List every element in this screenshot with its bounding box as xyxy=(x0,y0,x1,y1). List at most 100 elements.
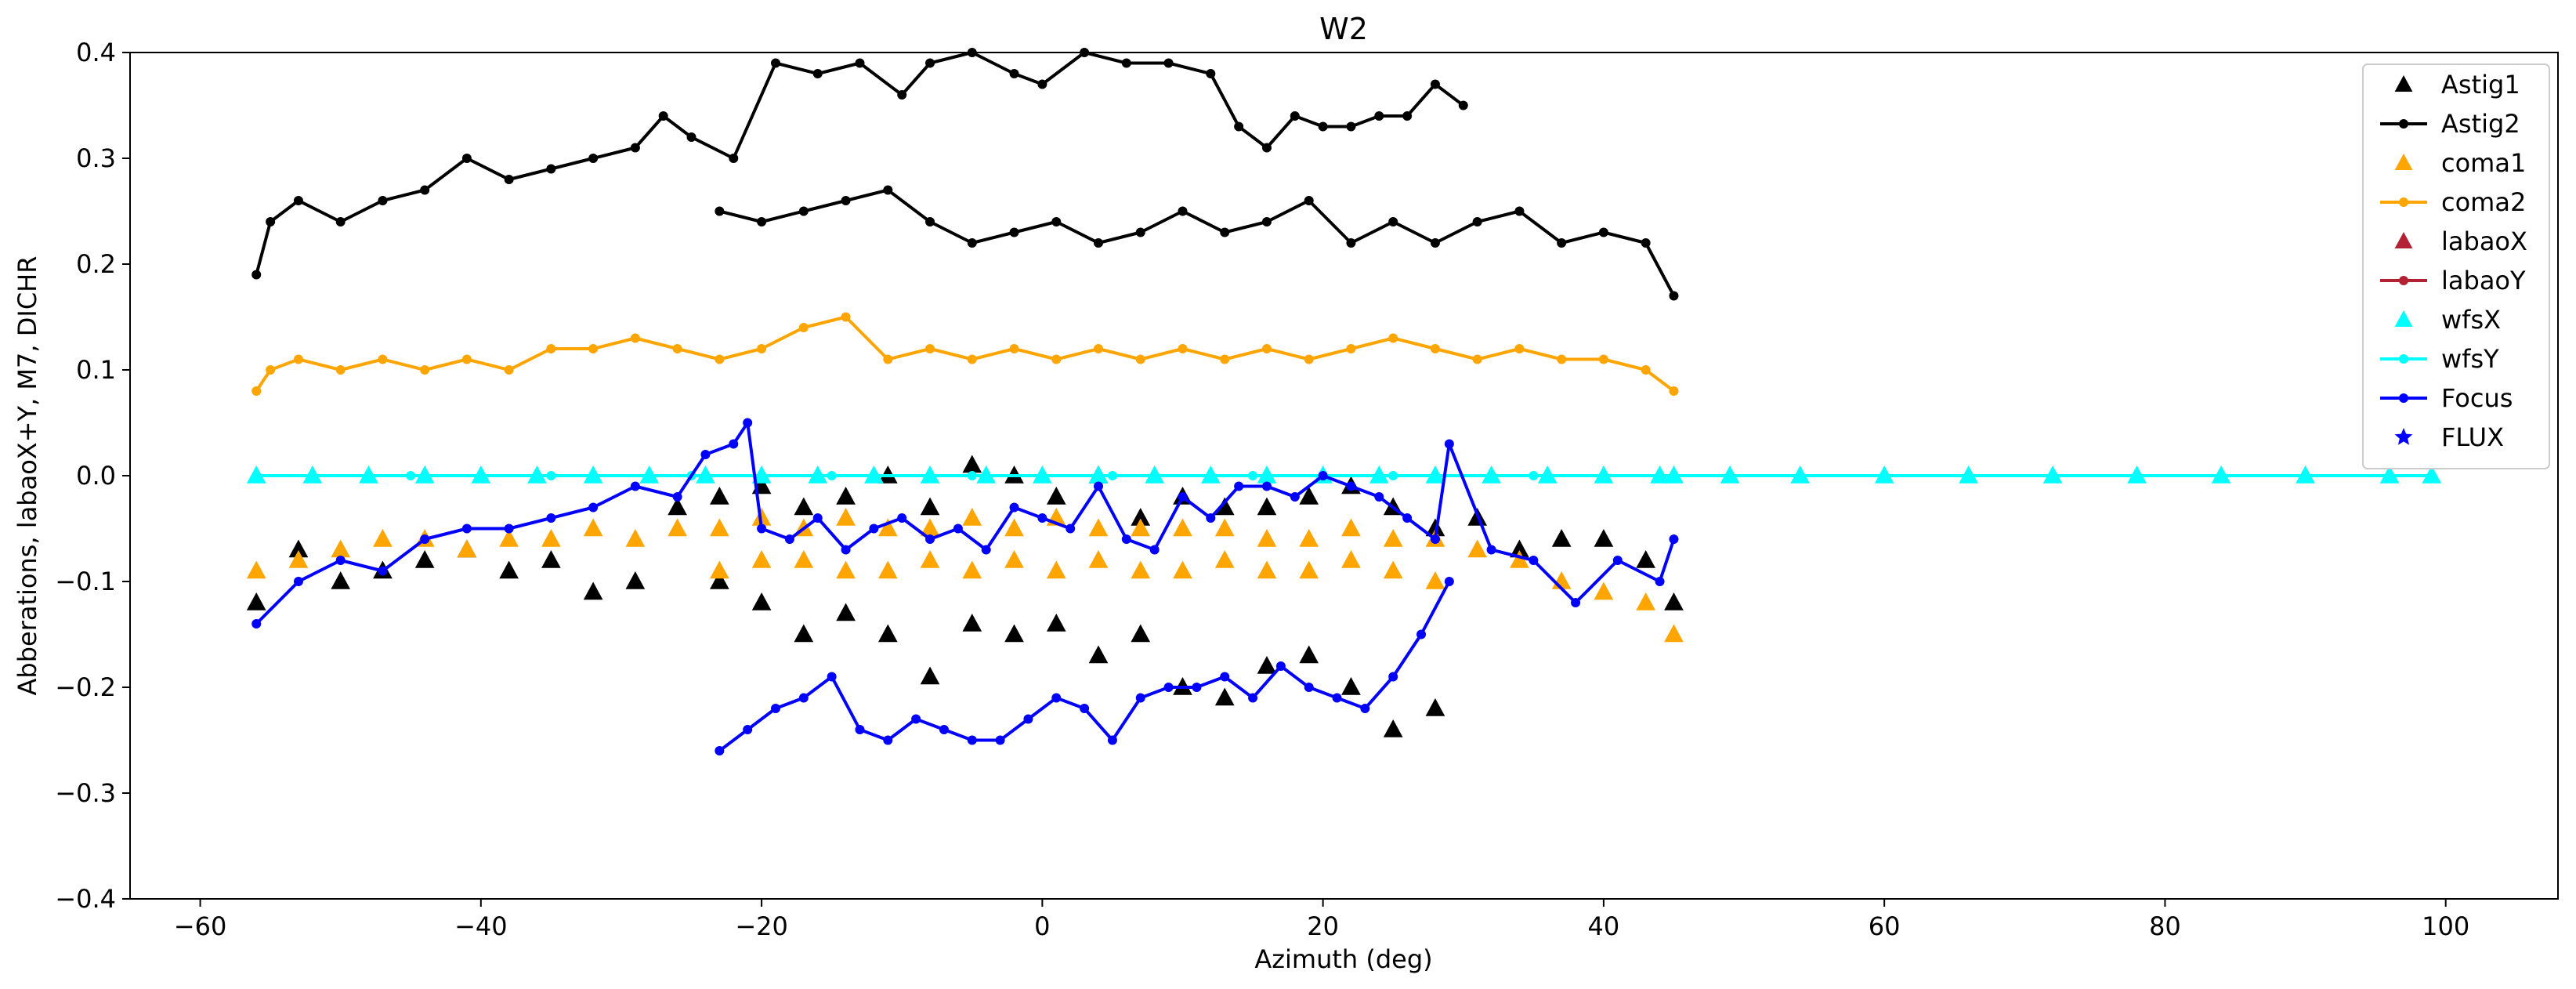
data-point xyxy=(420,365,430,375)
data-point xyxy=(967,735,977,745)
data-point xyxy=(625,529,646,547)
data-point xyxy=(1080,704,1090,713)
data-point xyxy=(1257,560,1277,579)
data-point xyxy=(1472,354,1482,364)
data-point xyxy=(757,344,767,353)
data-point xyxy=(812,69,823,78)
data-point xyxy=(686,132,696,142)
legend-label: Focus xyxy=(2441,383,2513,413)
data-point xyxy=(920,550,940,568)
y-tick-label: 0.2 xyxy=(76,249,116,279)
data-point xyxy=(841,545,851,555)
legend-label: coma2 xyxy=(2441,187,2526,217)
data-point xyxy=(841,312,851,322)
data-point xyxy=(1135,693,1145,703)
data-point xyxy=(757,523,767,534)
data-point xyxy=(1261,481,1272,491)
data-point xyxy=(1248,471,1258,480)
data-point xyxy=(1004,550,1024,568)
data-point xyxy=(1173,518,1192,537)
data-point xyxy=(962,508,982,526)
data-point xyxy=(414,550,435,568)
data-point xyxy=(962,614,982,632)
data-point xyxy=(461,154,472,163)
data-point xyxy=(798,693,809,703)
data-point xyxy=(1571,598,1581,607)
data-point xyxy=(794,624,814,643)
y-tick-label: 0.3 xyxy=(76,143,116,173)
data-point xyxy=(1346,481,1356,491)
data-point xyxy=(1257,497,1277,516)
data-point xyxy=(771,704,781,713)
data-point xyxy=(293,354,303,364)
data-point xyxy=(583,518,603,537)
data-point xyxy=(1959,466,1978,484)
data-point xyxy=(1248,693,1258,703)
data-point xyxy=(751,592,772,610)
x-tick-label: 40 xyxy=(1588,911,1620,941)
data-point xyxy=(546,513,556,523)
data-point xyxy=(499,529,519,547)
data-point xyxy=(911,714,921,724)
data-point xyxy=(729,439,739,449)
legend-item-astig1: Astig1 xyxy=(2394,70,2520,100)
data-point xyxy=(1458,100,1468,110)
data-point xyxy=(1299,487,1319,505)
data-point xyxy=(700,450,711,459)
x-tick-label: 0 xyxy=(1034,911,1050,941)
legend-label: labaoX xyxy=(2441,226,2527,256)
data-point xyxy=(1318,121,1328,132)
data-point xyxy=(1206,513,1216,523)
legend-marker xyxy=(2394,310,2413,327)
data-point xyxy=(1257,529,1277,547)
series-astig2-b xyxy=(715,185,1679,301)
data-point xyxy=(836,560,856,579)
data-point xyxy=(658,111,668,121)
legend-item-focus: Focus xyxy=(2380,383,2513,413)
data-point xyxy=(1472,217,1482,226)
data-point xyxy=(1009,502,1019,513)
data-point xyxy=(1669,291,1679,301)
data-point xyxy=(836,508,856,526)
y-tick-label: 0.1 xyxy=(76,355,116,385)
data-point xyxy=(2042,466,2063,484)
data-point xyxy=(588,344,599,353)
data-point xyxy=(1009,344,1019,353)
data-point xyxy=(841,196,851,205)
data-point xyxy=(504,365,514,375)
data-point xyxy=(1088,550,1109,568)
data-point xyxy=(1598,227,1608,237)
data-point xyxy=(1402,111,1413,121)
data-point xyxy=(1360,704,1370,713)
data-point xyxy=(1051,693,1062,703)
data-point xyxy=(546,471,556,480)
data-point xyxy=(1178,206,1188,216)
y-axis-title: Abberations, labaoX+Y, M7, DICHR xyxy=(13,256,42,696)
data-point xyxy=(1121,58,1131,68)
data-point xyxy=(1430,534,1440,544)
data-point xyxy=(1655,577,1665,586)
legend-item-astig2: Astig2 xyxy=(2380,109,2520,139)
data-point xyxy=(668,497,687,516)
legend-item-labaox: labaoX xyxy=(2394,226,2527,256)
legend-label: FLUX xyxy=(2441,422,2504,452)
data-point xyxy=(1430,79,1440,89)
legend-item-coma2: coma2 xyxy=(2380,187,2526,217)
data-point xyxy=(1131,518,1151,537)
data-point xyxy=(1094,344,1104,353)
data-point xyxy=(1178,492,1188,502)
data-point xyxy=(953,523,963,534)
data-point xyxy=(869,523,879,534)
y-tick-label: −0.2 xyxy=(55,672,116,702)
data-point xyxy=(1234,481,1244,491)
series-focus xyxy=(251,418,1679,629)
data-point xyxy=(1037,79,1047,89)
data-point xyxy=(1004,624,1024,643)
data-point xyxy=(251,471,262,480)
data-point xyxy=(1299,645,1319,664)
legend-label: Astig1 xyxy=(2441,70,2520,100)
data-point xyxy=(1346,344,1356,353)
data-point xyxy=(461,354,472,364)
data-point xyxy=(1641,365,1651,375)
